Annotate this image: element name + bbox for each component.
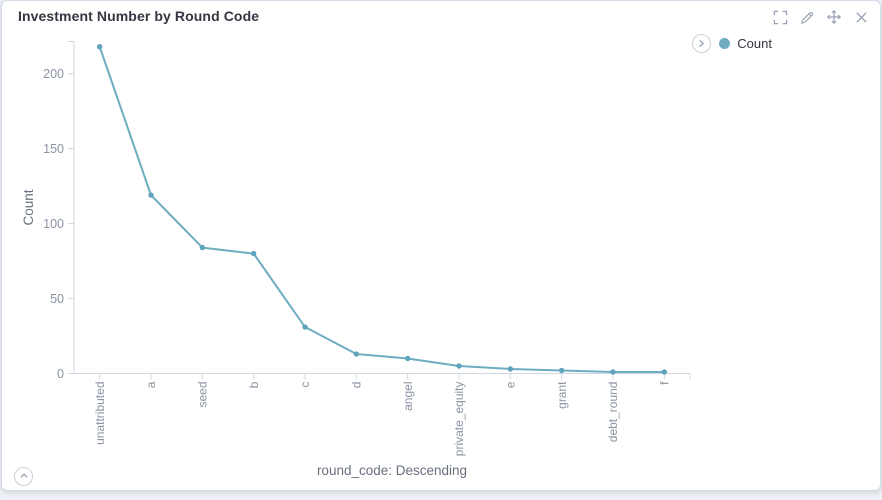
y-tick-label: 200 bbox=[43, 67, 64, 81]
fullscreen-icon bbox=[773, 10, 788, 25]
y-tick-label: 100 bbox=[43, 217, 64, 231]
x-tick-label: seed bbox=[196, 382, 210, 408]
y-axis-title: Count bbox=[21, 189, 36, 225]
x-axis-title: round_code: Descending bbox=[317, 463, 467, 478]
x-tick-label: unattributed bbox=[93, 382, 107, 445]
chevron-right-icon bbox=[697, 36, 706, 51]
fullscreen-button[interactable] bbox=[771, 8, 789, 26]
x-tick-label: a bbox=[144, 381, 158, 388]
legend-series-label: Count bbox=[737, 36, 772, 51]
x-tick-label: grant bbox=[555, 381, 569, 409]
chart-legend: Count bbox=[692, 34, 772, 53]
panel-toolbar bbox=[771, 8, 870, 26]
y-tick-label: 150 bbox=[43, 142, 64, 156]
x-tick-label: b bbox=[247, 381, 261, 388]
panel-collapse-button[interactable] bbox=[14, 467, 33, 486]
data-point-marker[interactable] bbox=[96, 44, 103, 50]
data-point-marker[interactable] bbox=[148, 192, 154, 198]
close-icon bbox=[855, 11, 868, 24]
data-point-marker[interactable] bbox=[302, 324, 308, 330]
data-point-marker[interactable] bbox=[353, 351, 360, 357]
legend-item-count[interactable]: Count bbox=[719, 36, 772, 51]
legend-toggle-button[interactable] bbox=[692, 34, 712, 53]
edit-button[interactable] bbox=[798, 8, 816, 26]
count-series-line bbox=[98, 45, 666, 374]
x-tick-label: f bbox=[658, 381, 672, 385]
visualization-panel: 0 50 100 150 200 unattributed a seed b c d angel pri… bbox=[1, 0, 881, 491]
y-tick-label: 50 bbox=[50, 292, 64, 306]
data-point-marker[interactable] bbox=[507, 366, 514, 372]
data-point-marker[interactable] bbox=[199, 244, 206, 251]
panel-title: Investment Number by Round Code bbox=[18, 8, 260, 24]
data-point-marker[interactable] bbox=[661, 369, 668, 375]
edit-icon bbox=[800, 10, 815, 25]
y-tick-label: 0 bbox=[57, 367, 64, 381]
data-point-marker[interactable] bbox=[610, 369, 616, 375]
data-point-marker[interactable] bbox=[456, 363, 462, 369]
chevron-up-icon bbox=[19, 469, 29, 484]
x-tick-label: c bbox=[298, 382, 312, 388]
x-tick-label: e bbox=[504, 381, 518, 388]
move-button[interactable] bbox=[825, 8, 843, 26]
x-tick-label: debt_round bbox=[606, 382, 620, 443]
move-icon bbox=[826, 9, 842, 25]
x-tick-label: d bbox=[350, 382, 364, 389]
data-point-marker[interactable] bbox=[558, 367, 565, 374]
close-button[interactable] bbox=[852, 8, 870, 26]
chart-canvas: 0 50 100 150 200 unattributed a seed b c d angel pri… bbox=[21, 41, 691, 478]
legend-series-dot-icon bbox=[719, 38, 731, 49]
data-point-marker[interactable] bbox=[250, 250, 257, 257]
x-tick-label: angel bbox=[401, 382, 415, 411]
x-tick-label: private_equity bbox=[452, 382, 466, 457]
line-chart: 0 50 100 150 200 unattributed a seed b c d angel pri… bbox=[2, 1, 882, 491]
data-point-marker[interactable] bbox=[404, 355, 411, 362]
